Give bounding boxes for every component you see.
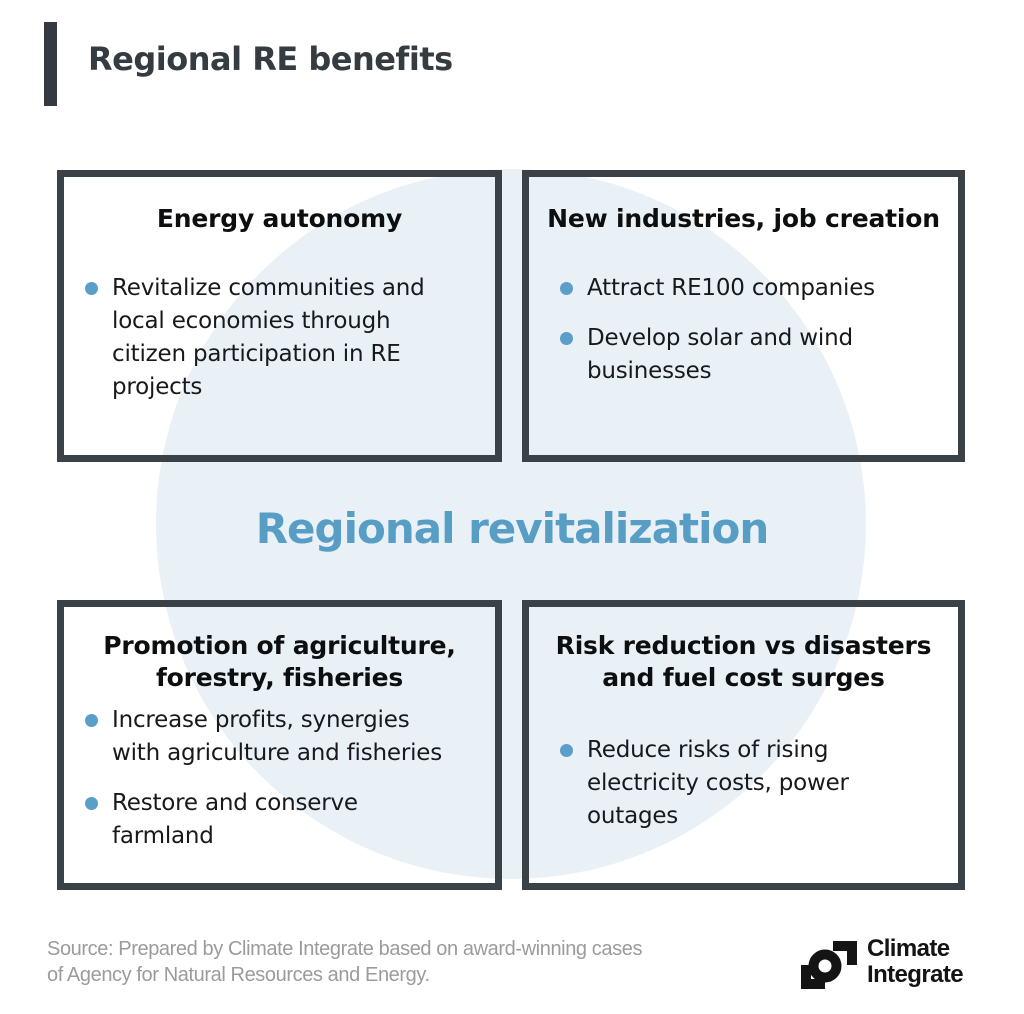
logo-text-line2: Integrate <box>867 961 964 988</box>
box-title: Promotion of agriculture, forestry, fish… <box>103 631 456 692</box>
list-item: Revitalize communities and local economi… <box>85 272 495 404</box>
box-promotion-agriculture-forestry-fisheries: Promotion of agriculture, forestry, fish… <box>57 600 502 890</box>
logo-text: Climate Integrate <box>867 935 964 988</box>
list-item: Attract RE100 companies <box>560 272 958 305</box>
bullet-dot-icon <box>560 332 573 345</box>
box-energy-autonomy: Energy autonomy Revitalize communities a… <box>57 170 502 462</box>
box-title: Risk reduction vs disasters and fuel cos… <box>555 631 932 692</box>
title-accent-bar <box>44 22 57 106</box>
bullet-list: Increase profits, synergies with agricul… <box>64 704 495 853</box>
bullet-list: Reduce risks of rising electricity costs… <box>529 734 958 833</box>
bullet-list: Attract RE100 companies Develop solar an… <box>529 272 958 388</box>
bullet-dot-icon <box>560 744 573 757</box>
list-item: Restore and conserve farmland <box>85 787 495 853</box>
bullet-text: Restore and conserve farmland <box>112 790 358 849</box>
box-title: Energy autonomy <box>156 204 403 233</box>
logo-text-line1: Climate <box>867 935 950 962</box>
climate-integrate-logo: Climate Integrate <box>800 935 964 991</box>
bullet-dot-icon <box>560 282 573 295</box>
list-item: Reduce risks of rising electricity costs… <box>560 734 958 833</box>
list-item: Develop solar and wind businesses <box>560 322 958 388</box>
bullet-dot-icon <box>85 714 98 727</box>
box-new-industries-job-creation: New industries, job creation Attract RE1… <box>522 170 965 462</box>
box-title: New industries, job creation <box>547 204 940 233</box>
bullet-text: Reduce risks of rising electricity costs… <box>587 737 849 829</box>
page-title: Regional RE benefits <box>88 40 453 78</box>
bullet-text: Revitalize communities and local economi… <box>112 275 425 400</box>
source-note: Source: Prepared by Climate Integrate ba… <box>47 938 643 986</box>
regional-revitalization-circle <box>156 169 866 879</box>
bullet-list: Revitalize communities and local economi… <box>64 272 495 404</box>
center-label: Regional revitalization <box>255 504 770 553</box>
list-item: Increase profits, synergies with agricul… <box>85 704 495 770</box>
bullet-dot-icon <box>85 797 98 810</box>
bullet-dot-icon <box>85 282 98 295</box>
bullet-text: Increase profits, synergies with agricul… <box>112 707 443 766</box>
box-risk-reduction: Risk reduction vs disasters and fuel cos… <box>522 600 965 890</box>
climate-integrate-logo-mark <box>801 941 857 989</box>
bullet-text: Attract RE100 companies <box>587 275 875 301</box>
bullet-text: Develop solar and wind businesses <box>587 325 853 384</box>
